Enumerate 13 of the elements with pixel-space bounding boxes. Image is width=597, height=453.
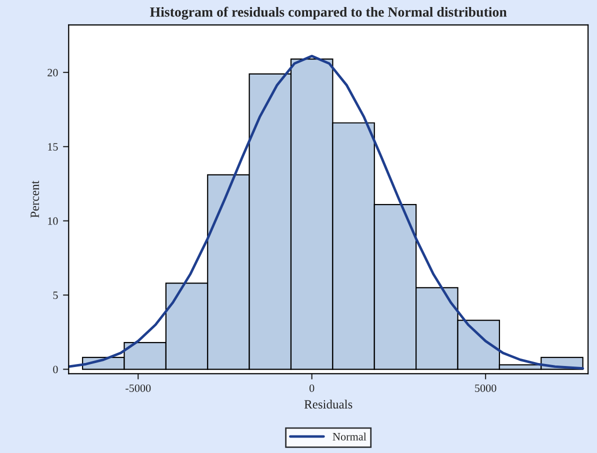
y-axis-title: Percent — [30, 180, 40, 218]
y-tick-label: 5 — [53, 292, 58, 300]
x-tick-label: 0 — [309, 384, 314, 392]
x-tick-label: 5000 — [475, 384, 496, 392]
y-tick-label: 10 — [48, 217, 58, 225]
x-tick-label: -5000 — [126, 384, 151, 392]
chart-title: Histogram of residuals compared to the Normal distribution — [150, 6, 507, 20]
x-axis-title: Residuals — [304, 400, 352, 409]
y-tick-label: 0 — [53, 366, 58, 374]
y-tick-label: 15 — [48, 143, 58, 151]
legend-label: Normal — [332, 432, 366, 440]
line-series — [68, 54, 584, 370]
y-tick-label: 20 — [48, 68, 58, 76]
